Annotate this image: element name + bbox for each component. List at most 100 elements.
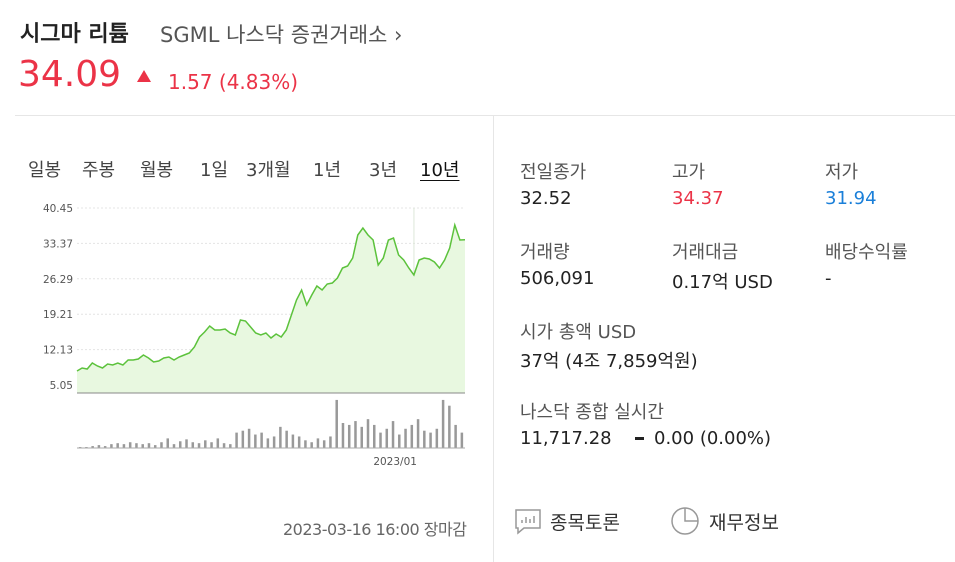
volume-bar: [354, 421, 357, 448]
volume-bar: [204, 440, 207, 448]
volume-bar: [135, 443, 138, 448]
tab[interactable]: 일봉: [28, 160, 62, 181]
stat-value: 34.37: [672, 188, 724, 209]
volume-bar: [91, 446, 94, 448]
volume-bar: [297, 436, 301, 448]
tab[interactable]: 3개월: [246, 160, 291, 181]
volume-bar: [322, 440, 326, 448]
y-tick-label: 40.45: [43, 203, 73, 215]
volume-bar: [153, 445, 157, 448]
volume-bar: [216, 438, 220, 448]
timestamp: 2023-03-16 16:00 장마감: [283, 520, 467, 539]
y-tick-label: 5.05: [50, 380, 73, 392]
volume-bar: [379, 432, 382, 448]
volume-bar: [316, 438, 320, 448]
volume-bar: [147, 443, 151, 448]
volume-bar: [241, 430, 245, 448]
volume-bar: [398, 434, 401, 448]
y-tick-label: 19.21: [43, 309, 73, 321]
ticker-code: SGML: [160, 23, 220, 47]
stat-label: 고가: [672, 162, 706, 183]
market-cap-label: 시가 총액 USD: [520, 322, 637, 343]
volume-bar: [229, 444, 232, 448]
volume-bar: [260, 432, 263, 448]
volume-bar: [404, 428, 407, 448]
volume-bar: [110, 444, 113, 448]
stat-value: 506,091: [520, 268, 595, 289]
volume-bar: [423, 430, 426, 448]
stat-value: -: [825, 268, 832, 289]
tab[interactable]: 1년: [313, 160, 342, 181]
volume-bar: [185, 439, 188, 448]
index-label: 나스닥 종합 실시간: [520, 402, 664, 423]
index-change-value: 0.00: [654, 428, 695, 449]
stat-value: 31.94: [825, 188, 877, 209]
chart: 5.05 12.13 19.21 26.29 33.37 40.45 2023/01: [43, 203, 466, 468]
volume-bar: [172, 444, 176, 448]
volume-bar: [335, 399, 338, 448]
volume-bar: [279, 426, 282, 448]
volume-bar: [429, 432, 432, 448]
volume-bar: [103, 446, 107, 448]
volume-bar: [210, 442, 213, 448]
ticker[interactable]: SGML 나스닥 증권거래소 ›: [160, 19, 402, 49]
y-tick-label: 12.13: [43, 345, 73, 357]
volume-bar: [441, 399, 445, 448]
volume-bar: [97, 445, 101, 448]
divider: [493, 116, 494, 562]
index-change-pct: (0.00%): [699, 428, 772, 449]
volume-bar: [460, 432, 464, 448]
change-pct: (4.83%): [218, 70, 299, 94]
stat-label: 거래대금: [672, 242, 739, 263]
y-tick-label: 33.37: [43, 238, 73, 250]
divider: [15, 115, 955, 116]
volume-bar: [410, 424, 414, 448]
volume-bar: [197, 443, 201, 448]
flat-dash: [635, 437, 644, 440]
stat-label: 저가: [825, 162, 859, 183]
tab[interactable]: 1일: [200, 160, 229, 181]
discussion-icon: [515, 509, 541, 535]
stat-label: 배당수익률: [825, 242, 908, 263]
volume-bar: [235, 432, 238, 448]
tab[interactable]: 월봉: [140, 160, 174, 181]
volume-bar: [128, 442, 132, 448]
finance-icon: [671, 507, 699, 535]
volume-bar: [222, 443, 226, 448]
stat-value: 32.52: [520, 188, 572, 209]
volume-bar: [141, 444, 144, 448]
volume-bar: [360, 426, 363, 448]
volume-bar: [160, 442, 163, 448]
volume-bar: [435, 428, 439, 448]
discussion-button[interactable]: 종목토론: [550, 512, 620, 534]
volume-bar: [391, 421, 395, 448]
volume-bar: [266, 438, 270, 448]
chevron: ›: [394, 23, 403, 47]
tab[interactable]: 주봉: [82, 160, 116, 181]
volume-bar: [191, 442, 195, 448]
tab[interactable]: 3년: [369, 160, 398, 181]
volume-bar: [247, 428, 251, 448]
volume-bar: [448, 405, 451, 448]
volume-bar: [116, 443, 119, 448]
volume-bar: [179, 441, 182, 448]
volume-bar: [416, 419, 420, 448]
change: 1.57 (4.83%): [168, 70, 298, 94]
finance-button[interactable]: 재무정보: [709, 512, 779, 534]
price-line: [76, 222, 466, 372]
tab[interactable]: 10년: [420, 160, 460, 181]
volume-bar: [310, 442, 313, 448]
volume-bar: [341, 423, 345, 448]
index-value: 11,717.28: [520, 428, 612, 449]
volume-bar: [304, 440, 307, 448]
stock-name: 시그마 리튬: [20, 22, 129, 47]
volume-bar: [373, 424, 376, 448]
volume-bar: [285, 430, 288, 448]
x-tick-label: 2023/01: [373, 456, 417, 468]
volume-bar: [166, 438, 169, 448]
volume-bar: [385, 428, 389, 448]
stat-label: 거래량: [520, 242, 570, 263]
index-change: 0.00 (0.00%): [654, 428, 771, 449]
volume-bar: [347, 424, 351, 448]
